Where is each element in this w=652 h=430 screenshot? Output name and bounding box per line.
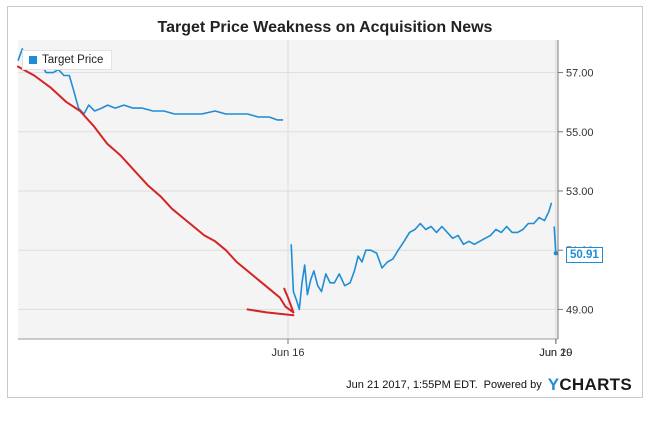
legend-label: Target Price	[42, 54, 104, 66]
series-line-target-price	[553, 226, 557, 254]
chart-frame: Target Price Weakness on Acquisition New…	[7, 6, 643, 398]
y-tick-label: 55.00	[566, 127, 594, 139]
last-value-label: 50.91	[566, 247, 603, 263]
ycharts-logo[interactable]: YCHARTS	[548, 375, 632, 395]
y-tick-label: 53.00	[566, 186, 594, 198]
trend-line-bottom	[246, 308, 295, 317]
footer-powered-by: Powered by	[483, 379, 542, 391]
legend[interactable]: Target Price	[22, 50, 113, 70]
chart-footer: Jun 21 2017, 1:55PM EDT. Powered by YCHA…	[346, 375, 632, 395]
series-line-target-price	[290, 202, 553, 311]
trend-line-short	[283, 287, 295, 314]
ycharts-logo-text: CHARTS	[559, 375, 632, 394]
ycharts-logo-y: Y	[547, 375, 560, 394]
chart-title: Target Price Weakness on Acquisition New…	[157, 19, 493, 36]
y-tick-label: 49.00	[566, 304, 594, 316]
legend-swatch	[29, 56, 37, 64]
y-tick-label: 57.00	[566, 68, 594, 80]
x-tick-label: Jun 16	[271, 347, 304, 359]
x-tick-label: Jun 19	[539, 347, 572, 359]
footer-timestamp: Jun 21 2017, 1:55PM EDT.	[346, 379, 478, 391]
trend-line-main	[17, 65, 295, 314]
last-point-marker	[553, 250, 559, 256]
x-tick-label: Jun 20	[539, 347, 572, 359]
